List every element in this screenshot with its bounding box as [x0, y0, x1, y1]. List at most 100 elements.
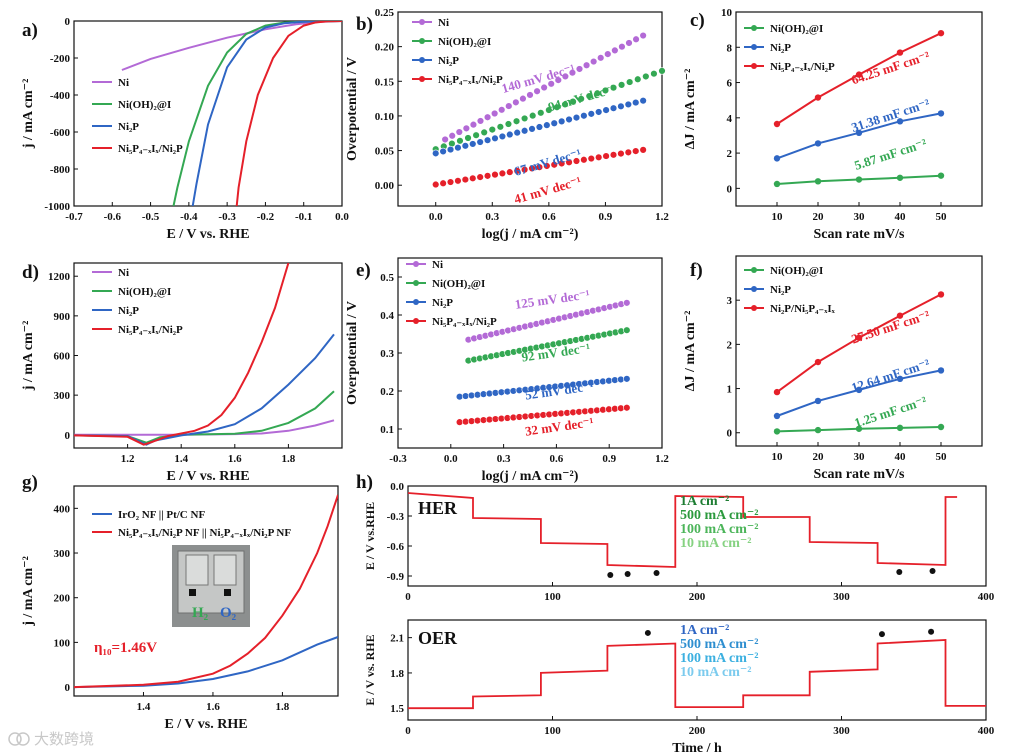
legend-marker: [751, 267, 757, 273]
legend-marker: [419, 57, 425, 63]
panel-label: h): [356, 472, 373, 493]
data-point: [594, 108, 603, 116]
series-line: [74, 494, 338, 689]
data-point: [634, 75, 642, 83]
data-point: [855, 386, 863, 394]
data-point: [513, 167, 521, 175]
data-point: [512, 98, 520, 107]
data-point: [589, 57, 598, 66]
legend-entry: Ni(OH)₂@I: [118, 286, 171, 298]
y-tick-label: 300: [54, 390, 71, 402]
data-point: [773, 155, 781, 162]
y-tick-label: 0.25: [375, 7, 395, 19]
data-point: [439, 179, 447, 187]
x-tick-label: 0.6: [550, 453, 564, 465]
y-tick-label: 900: [54, 311, 71, 323]
y-tick-label: -0.9: [387, 571, 405, 583]
slope-annotation: 27.50 mF cm⁻²: [849, 307, 931, 346]
data-point: [601, 86, 610, 95]
tafel-slope-annotation: 67 mV dec⁻¹: [512, 145, 583, 178]
data-point: [632, 98, 640, 107]
data-point: [609, 83, 618, 92]
x-tick-label: 400: [978, 725, 995, 737]
legend-entry: IrO₂ NF || Pt/C NF: [118, 509, 205, 521]
stability-trace: [408, 639, 986, 710]
x-tick-label: 0.0: [335, 211, 349, 223]
data-point: [554, 76, 562, 84]
y-tick-label: 0.2: [380, 386, 394, 398]
y-tick-label: 1200: [48, 271, 71, 283]
data-point: [483, 136, 492, 144]
panel-label: c): [690, 10, 705, 31]
data-point: [528, 125, 536, 133]
panel-frame: [397, 11, 663, 207]
x-tick-label: 10: [772, 211, 784, 223]
x-tick-label: 50: [936, 451, 948, 463]
data-point: [505, 102, 513, 110]
y-tick-label: 0.3: [380, 348, 394, 360]
panel-a: -1000 -800 -600 -400 -200 0 -0.7 -0.6 -0.5 -0.4 -0…: [21, 16, 349, 242]
panel-label: g): [22, 472, 38, 493]
data-point: [543, 121, 551, 129]
panel-b: 0.00 0.05 0.10 0.15 0.20 0.25 0.0 0.3 0.6 0.9 1.2 l…: [345, 7, 669, 242]
y-axis-label: ΔJ / mA cm⁻²: [683, 311, 698, 392]
series-line: [74, 263, 290, 446]
watermark-text: 大数跨境: [34, 730, 95, 748]
data-point: [441, 135, 449, 144]
y-tick-label: 0: [65, 16, 71, 28]
y-tick-label: 3: [727, 295, 733, 307]
data-point: [498, 169, 507, 178]
data-point: [519, 94, 527, 103]
data-point: [469, 174, 477, 183]
data-point: [582, 61, 591, 69]
x-tick-label: 20: [813, 211, 825, 223]
data-point: [855, 425, 863, 432]
x-tick-label: -0.6: [104, 211, 122, 223]
x-tick-label: 100: [544, 591, 561, 603]
x-tick-label: 1.6: [228, 453, 242, 465]
x-tick-label: 0.0: [429, 211, 443, 223]
legend-entry: Ni: [118, 267, 129, 279]
x-tick-label: -0.3: [218, 211, 236, 223]
data-point: [773, 412, 781, 420]
panel-frame: [73, 262, 343, 449]
data-point: [575, 65, 584, 73]
slope-annotation: 5.87 mF cm⁻²: [852, 135, 928, 172]
data-point: [624, 148, 633, 157]
data-point: [543, 162, 551, 170]
data-point: [609, 151, 618, 159]
data-point: [520, 127, 529, 135]
data-point: [623, 404, 631, 412]
data-point: [491, 134, 499, 142]
legend-marker: [751, 305, 757, 311]
current-density-label: 100 mA cm⁻²: [680, 651, 758, 666]
data-point: [461, 142, 470, 150]
inset-label-h2: H₂: [192, 605, 209, 621]
marker-dot: [624, 571, 631, 577]
y-tick-label: 0.20: [375, 42, 395, 54]
data-point: [480, 128, 488, 137]
y-tick-label: 100: [54, 637, 71, 649]
legend-marker: [413, 318, 419, 324]
data-point: [528, 111, 537, 120]
legend-entry: Ni(OH)₂@I: [432, 278, 485, 290]
x-axis-label: E / V vs. RHE: [166, 227, 249, 242]
data-point: [602, 106, 610, 114]
data-point: [642, 72, 650, 81]
y-tick-label: -600: [50, 127, 71, 139]
data-point: [632, 147, 640, 155]
data-point: [526, 91, 534, 99]
mode-tag: HER: [418, 498, 458, 518]
legend-entry: Ni₅P₄₋ₓIₓ/Ni₂P: [438, 74, 503, 86]
data-point: [896, 118, 904, 125]
data-point: [593, 89, 602, 97]
data-point: [553, 103, 561, 111]
data-point: [896, 312, 904, 319]
x-tick-label: 300: [833, 725, 850, 737]
data-point: [650, 69, 658, 78]
panel-label: b): [356, 14, 373, 35]
data-point: [937, 29, 945, 37]
data-point: [587, 154, 595, 163]
tafel-slope-annotation: 52 mV dec⁻¹: [524, 378, 595, 402]
